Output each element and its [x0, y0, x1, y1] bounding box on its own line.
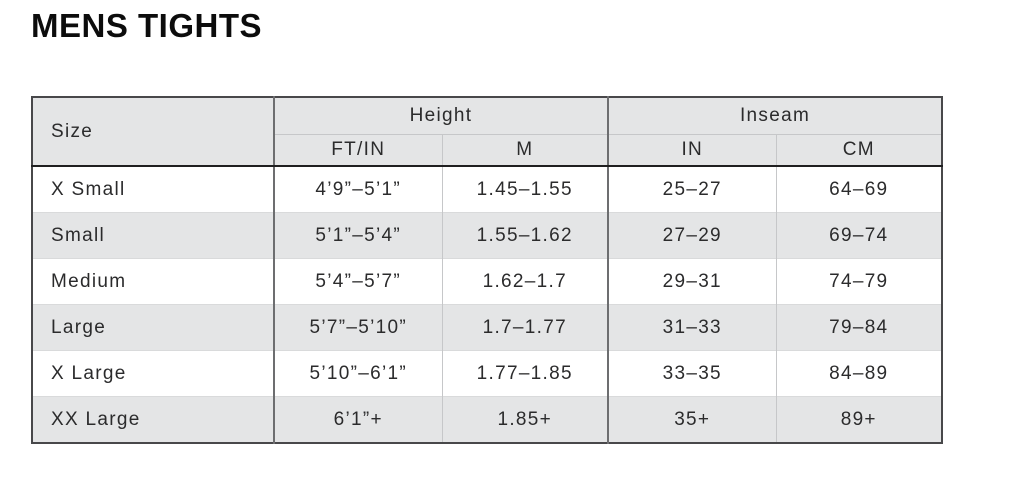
inseam-cm-cell: 64–69 — [775, 166, 943, 213]
column-header-cm: CM — [775, 134, 943, 167]
size-cell: Medium — [32, 258, 274, 305]
column-header-m: M — [441, 134, 609, 167]
height-m-cell: 1.55–1.62 — [441, 212, 609, 259]
header-group-row: Size Height Inseam — [32, 97, 943, 167]
table-row-medium: Medium 5’4”–5’7” 1.62–1.7 29–31 74–79 — [32, 258, 943, 305]
size-cell: Small — [32, 212, 274, 259]
inseam-in-cell: 33–35 — [607, 350, 777, 397]
header-sub-row: FT/IN M IN CM — [32, 134, 943, 167]
inseam-in-cell: 35+ — [607, 396, 777, 443]
size-cell: XX Large — [32, 396, 274, 443]
column-header-in: IN — [607, 134, 777, 167]
inseam-cm-cell: 74–79 — [775, 258, 943, 305]
height-m-cell: 1.77–1.85 — [441, 350, 609, 397]
page-title: MENS TIGHTS — [31, 7, 263, 44]
table-header: Size Height Inseam FT/IN M IN CM — [32, 97, 943, 167]
height-m-cell: 1.62–1.7 — [441, 258, 609, 305]
size-chart-table: Size Height Inseam FT/IN M IN CM X Small… — [31, 96, 944, 444]
inseam-in-cell: 31–33 — [607, 304, 777, 351]
height-ftin-cell: 5’1”–5’4” — [273, 212, 442, 259]
inseam-cm-cell: 84–89 — [775, 350, 943, 397]
height-m-cell: 1.45–1.55 — [441, 166, 609, 213]
inseam-in-cell: 27–29 — [607, 212, 777, 259]
height-ftin-cell: 5’7”–5’10” — [273, 304, 442, 351]
size-cell: X Large — [32, 350, 274, 397]
height-m-cell: 1.85+ — [441, 396, 609, 443]
column-group-inseam: Inseam — [607, 97, 943, 135]
table-body: X Small 4’9”–5’1” 1.45–1.55 25–27 64–69 … — [32, 166, 943, 443]
column-header-size: Size — [32, 97, 274, 167]
height-ftin-cell: 4’9”–5’1” — [273, 166, 442, 213]
column-group-height: Height — [272, 97, 609, 135]
size-cell: Large — [32, 304, 274, 351]
height-ftin-cell: 5’10”–6’1” — [273, 350, 442, 397]
table-row-x-small: X Small 4’9”–5’1” 1.45–1.55 25–27 64–69 — [32, 166, 943, 213]
height-ftin-cell: 5’4”–5’7” — [273, 258, 442, 305]
height-m-cell: 1.7–1.77 — [441, 304, 609, 351]
inseam-cm-cell: 69–74 — [775, 212, 943, 259]
column-header-ftin: FT/IN — [273, 134, 442, 167]
inseam-cm-cell: 89+ — [775, 396, 943, 443]
table-row-xx-large: XX Large 6’1”+ 1.85+ 35+ 89+ — [32, 396, 943, 443]
height-ftin-cell: 6’1”+ — [273, 396, 442, 443]
size-cell: X Small — [32, 166, 274, 213]
inseam-in-cell: 29–31 — [607, 258, 777, 305]
table-row-x-large: X Large 5’10”–6’1” 1.77–1.85 33–35 84–89 — [32, 350, 943, 397]
table-row-small: Small 5’1”–5’4” 1.55–1.62 27–29 69–74 — [32, 212, 943, 259]
inseam-in-cell: 25–27 — [607, 166, 777, 213]
table-row-large: Large 5’7”–5’10” 1.7–1.77 31–33 79–84 — [32, 304, 943, 351]
inseam-cm-cell: 79–84 — [775, 304, 943, 351]
